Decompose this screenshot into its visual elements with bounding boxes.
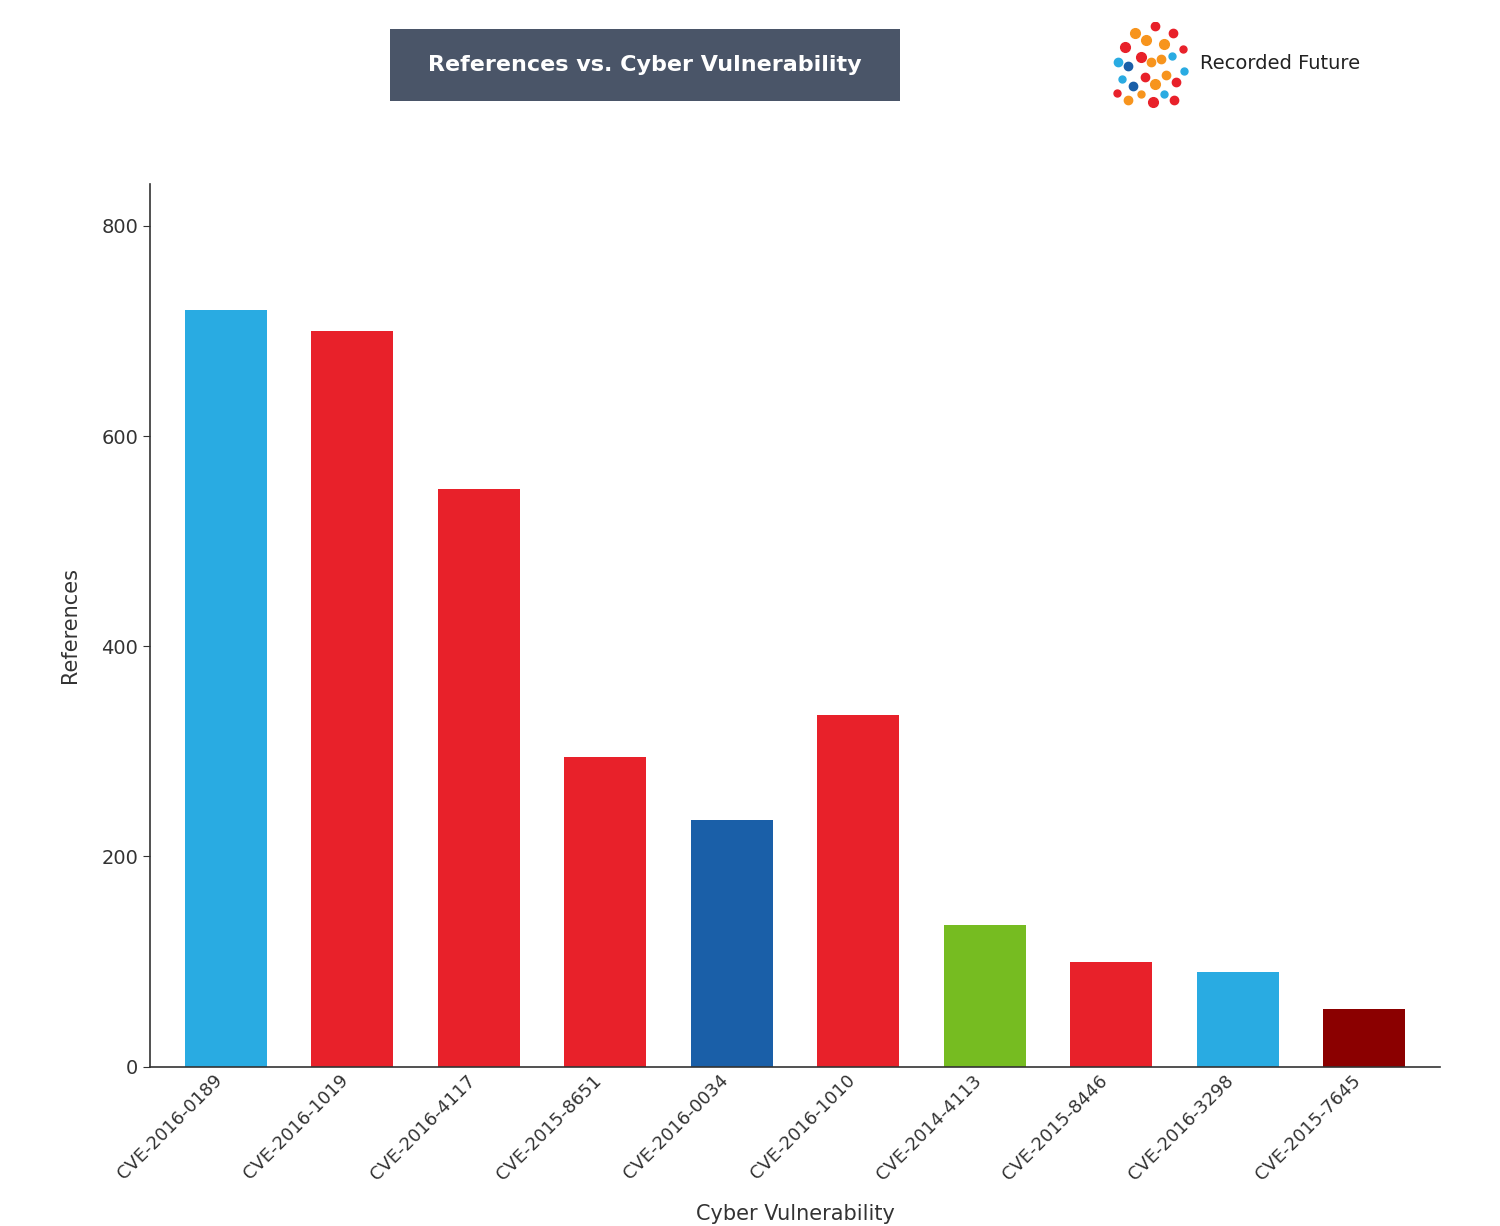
Bar [438, 489, 520, 1067]
Bar [944, 924, 1026, 1067]
Text: References vs. Cyber Vulnerability: References vs. Cyber Vulnerability [427, 55, 862, 75]
Bar [1323, 1009, 1406, 1067]
Bar [312, 331, 393, 1067]
Bar [564, 756, 646, 1067]
Y-axis label: References: References [60, 568, 81, 683]
Bar [1197, 972, 1280, 1067]
Bar [690, 820, 772, 1067]
Bar [1070, 961, 1152, 1067]
Bar [184, 310, 267, 1067]
Text: Recorded Future: Recorded Future [1200, 54, 1360, 74]
X-axis label: Cyber Vulnerability: Cyber Vulnerability [696, 1204, 894, 1225]
Bar [818, 715, 900, 1067]
